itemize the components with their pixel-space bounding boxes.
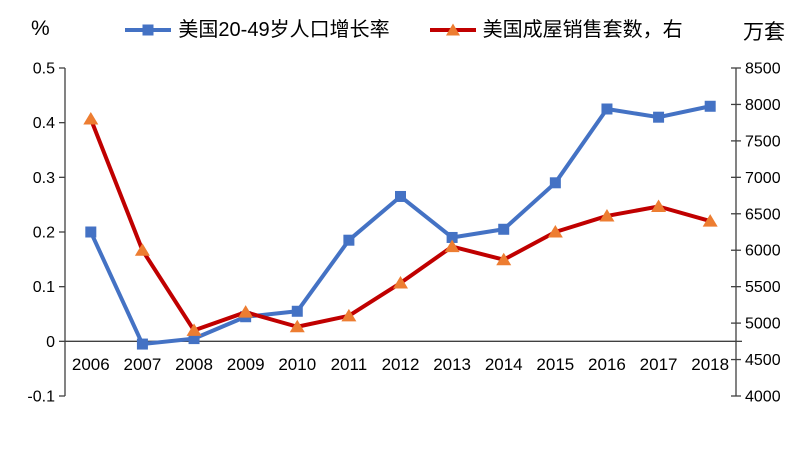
square-marker (395, 190, 406, 202)
left-axis-tick-label: 0.1 (33, 279, 55, 296)
x-axis-year-label: 2006 (72, 355, 110, 374)
legend-label-population-growth: 美国20-49岁人口增长率 (178, 19, 390, 41)
x-axis-year-label: 2008 (175, 355, 213, 374)
square-marker (601, 103, 613, 115)
triangle-marker (289, 319, 305, 333)
x-axis-year-label: 2014 (485, 355, 523, 374)
x-axis-year-label: 2009 (227, 355, 265, 374)
left-axis-unit-label: % (31, 17, 50, 40)
triangle-marker (702, 214, 718, 227)
x-axis-year-label: 2013 (433, 355, 471, 374)
left-axis-tick-label: 0.3 (33, 170, 55, 187)
right-axis-tick-label: 7500 (745, 133, 781, 150)
legend-marker-blue-square-line-icon (125, 24, 172, 36)
right-axis-tick-label: 4000 (745, 389, 781, 406)
right-axis-tick-label: 5000 (745, 316, 781, 333)
right-axis-tick-label: 8500 (745, 61, 781, 78)
left-axis-tick-label: 0.2 (33, 225, 55, 242)
x-axis-year-label: 2012 (382, 355, 420, 374)
right-axis-tick-label: 5500 (745, 279, 781, 296)
triangle-marker (547, 225, 563, 238)
square-marker (446, 231, 458, 243)
square-marker (188, 333, 200, 345)
triangle-marker (496, 252, 512, 266)
square-marker (291, 305, 303, 317)
right-axis-tick-label: 6000 (745, 243, 781, 260)
square-marker (653, 111, 665, 123)
x-axis-year-label: 2016 (588, 355, 626, 374)
triangle-marker (341, 308, 357, 322)
left-axis-tick-label: 0 (46, 334, 55, 351)
square-marker (85, 226, 97, 238)
legend-item-population-growth: 美国20-49岁人口增长率 (125, 17, 390, 43)
home-sales-line (88, 117, 713, 333)
x-axis-year-label: 2011 (331, 355, 368, 374)
x-axis-year-label: 2017 (640, 355, 678, 374)
triangle-marker (651, 199, 667, 212)
right-axis-unit-label: 万套 (743, 21, 785, 44)
triangle-marker (393, 276, 408, 289)
left-axis-tick-label: 0.5 (33, 61, 55, 78)
legend-label-home-sales: 美国成屋销售套数，右 (482, 19, 683, 41)
square-marker (704, 100, 716, 112)
x-axis-year-label: 2010 (278, 355, 316, 374)
left-axis-tick-label: -0.1 (27, 389, 55, 406)
legend-marker-red-triangle-line-icon (429, 23, 476, 36)
left-axis-tick-label: 0.4 (33, 115, 55, 132)
x-axis-year-label: 2015 (536, 355, 574, 374)
triangle-marker (238, 305, 254, 318)
legend-item-home-sales: 美国成屋销售套数，右 (429, 17, 683, 43)
triangle-marker (444, 239, 460, 253)
right-axis-tick-label: 7000 (745, 170, 781, 187)
square-marker (343, 234, 355, 246)
right-axis-tick-label: 6500 (745, 206, 781, 223)
right-axis-tick-label: 4500 (745, 352, 781, 369)
triangle-marker (186, 323, 202, 336)
legend: 美国20-49岁人口增长率 美国成屋销售套数，右 (0, 17, 808, 43)
x-axis-year-label: 2007 (124, 355, 162, 374)
triangle-marker (83, 112, 99, 125)
triangle-marker (134, 243, 150, 256)
right-axis-tick-label: 8000 (745, 97, 781, 114)
x-axis-year-label: 2018 (691, 355, 729, 374)
square-marker (549, 177, 561, 189)
population-growth-line (88, 104, 713, 347)
square-marker (136, 338, 148, 350)
triangle-marker (599, 208, 615, 222)
square-marker (498, 223, 510, 235)
